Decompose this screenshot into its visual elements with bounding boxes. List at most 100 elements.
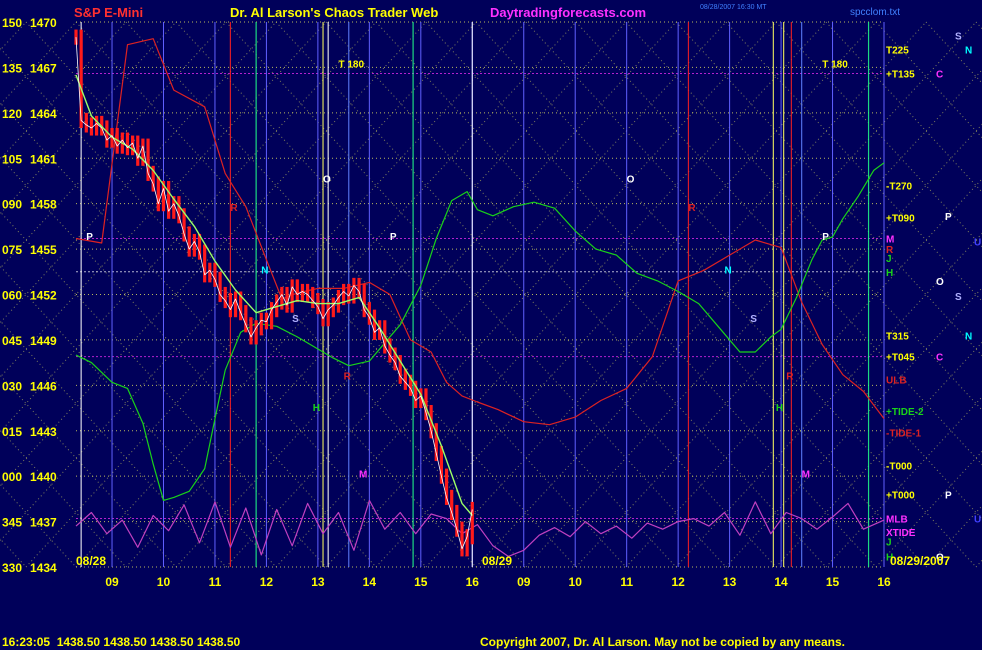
lattice-line [325, 21, 827, 568]
far-right-label: C [936, 69, 943, 80]
right-label: R [886, 245, 894, 256]
series-layer [74, 29, 885, 558]
green-flux-line [75, 162, 885, 501]
y-tick-price: 1455 [30, 243, 57, 257]
x-tick-label: 15 [826, 575, 840, 589]
chart-marker: N [261, 265, 268, 276]
y-tick-price: 1464 [30, 107, 57, 121]
lattice-line [325, 21, 827, 568]
lattice-line [275, 21, 777, 568]
lattice-line [75, 21, 577, 568]
far-right-label: P [945, 490, 952, 501]
chart-marker: M [802, 470, 810, 481]
y-tick-price: 1440 [30, 470, 57, 484]
lattice-line [0, 374, 177, 568]
lattice-line [0, 319, 227, 568]
x-tick-label: 16 [466, 575, 480, 589]
lattice-line [375, 21, 877, 568]
chart-marker: H [313, 403, 320, 414]
y-tick-angle: 120 [2, 107, 22, 121]
y-tick-angle: 345 [2, 516, 22, 530]
website-link[interactable]: Daytradingforecasts.com [490, 5, 646, 20]
lattice-line [125, 21, 627, 568]
y-tick-angle: 075 [2, 243, 22, 257]
y-tick-angle: 330 [2, 561, 22, 575]
x-tick-label: 10 [569, 575, 583, 589]
y-tick-angle: 000 [2, 470, 22, 484]
x-tick-label: 14 [363, 575, 377, 589]
right-label: -T000 [886, 462, 913, 473]
chart-marker: R [230, 203, 238, 214]
right-label: T315 [886, 331, 909, 342]
right-label: +T000 [886, 490, 915, 501]
chart-marker: T 180 [822, 59, 848, 70]
far-right-label: N [965, 331, 972, 342]
quote-readout: 16:23:05 1438.50 1438.50 1438.50 1438.50 [2, 635, 241, 649]
far-right-label: U [974, 238, 981, 249]
far-right-label: P [945, 212, 952, 223]
right-label: MLB [886, 515, 908, 526]
chart-marker: R [344, 371, 352, 382]
x-tick-label: 13 [311, 575, 325, 589]
chart-marker: O [627, 174, 635, 185]
x-tick-label: 15 [414, 575, 428, 589]
x-tick-label: 12 [671, 575, 685, 589]
lattice-line [0, 265, 277, 568]
lattice-line [0, 21, 477, 542]
copyright: Copyright 2007, Dr. Al Larson. May not b… [480, 635, 845, 649]
x-tick-label: 09 [517, 575, 531, 589]
right-label: ULB [886, 375, 907, 386]
lattice-line [425, 21, 927, 568]
oscillator-line [75, 499, 885, 558]
chart-marker: S [750, 314, 757, 325]
y-tick-angle: 105 [2, 152, 22, 166]
x-tick-label: 14 [774, 575, 788, 589]
lattice-line [425, 21, 927, 568]
y-tick-angle: 150 [2, 16, 22, 30]
right-label: +TIDE-2 [886, 407, 924, 418]
lattice-line [225, 21, 727, 568]
lattice-line [0, 21, 377, 433]
price-close-line [75, 37, 473, 550]
date-label-day1: 08/28 [76, 554, 106, 568]
lattice-line [25, 21, 527, 568]
far-right-label: O [936, 277, 944, 288]
y-tick-angle: 030 [2, 379, 22, 393]
lattice-line [0, 21, 227, 270]
y-tick-price: 1470 [30, 16, 57, 30]
lattice-line [0, 428, 127, 568]
lattice-line [125, 21, 627, 568]
chart-marker: R [688, 203, 696, 214]
x-tick-label: 11 [620, 575, 633, 589]
file-name: spcclom.txt [850, 7, 900, 18]
far-right-label: O [936, 552, 944, 563]
y-tick-price: 1458 [30, 198, 57, 212]
lattice-line [0, 21, 327, 379]
y-tick-angle: 090 [2, 198, 22, 212]
y-tick-price: 1452 [30, 289, 57, 303]
right-label: +T090 [886, 213, 915, 224]
right-label-layer: T225+T135-T270+T090MRJHT315+T045ULB+TIDE… [886, 32, 981, 564]
date-label-day2: 08/29 [482, 554, 512, 568]
chart-marker: O [323, 174, 331, 185]
right-label: H [886, 268, 893, 279]
x-tick-label: 13 [723, 575, 737, 589]
lattice-line [0, 21, 127, 161]
instrument-title: S&P E-Mini [74, 5, 143, 20]
y-tick-price: 1434 [30, 561, 57, 575]
lattice-line [275, 21, 777, 568]
chart-marker: N [724, 265, 731, 276]
lattice-line [375, 21, 877, 568]
lattice-line [475, 21, 977, 568]
chart-marker: P [390, 232, 397, 243]
y-tick-price: 1443 [30, 425, 57, 439]
y-tick-price: 1461 [30, 152, 57, 166]
right-label: H [886, 552, 893, 563]
y-tick-angle: 060 [2, 289, 22, 303]
lattice-line [525, 21, 982, 520]
x-tick-label: 09 [105, 575, 119, 589]
lattice-line [0, 21, 427, 488]
date-label-end: 08/29/2007 [890, 554, 950, 568]
